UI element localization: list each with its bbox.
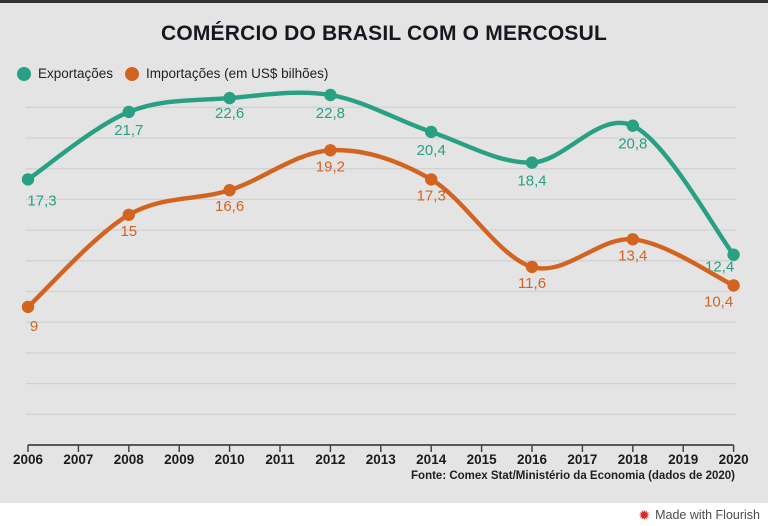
data-point-importações-2014[interactable] <box>425 173 438 186</box>
legend-item-importacoes[interactable]: Importações (em US$ bilhões) <box>125 66 328 81</box>
data-point-exportações-2010[interactable] <box>223 91 236 105</box>
data-point-importações-2020[interactable] <box>727 279 740 292</box>
x-axis-tick-label: 2007 <box>63 452 93 467</box>
flourish-starburst-icon: ✹ <box>638 506 651 523</box>
x-axis-tick-label: 2015 <box>467 452 498 467</box>
data-label-exportações-2006: 17,3 <box>27 192 56 209</box>
data-label-importações-2020: 10,4 <box>704 293 733 310</box>
data-label-exportações-2012: 22,8 <box>316 105 345 122</box>
chart-background <box>0 3 768 503</box>
x-axis-tick-label: 2018 <box>618 452 649 467</box>
x-axis-tick-label: 2011 <box>265 452 295 467</box>
data-label-exportações-2016: 18,4 <box>517 173 546 190</box>
data-label-exportações-2018: 20,8 <box>618 136 647 153</box>
data-point-importações-2016[interactable] <box>525 260 539 274</box>
legend-item-exportacoes[interactable]: Exportações <box>17 66 113 81</box>
exports-swatch-icon <box>17 66 31 81</box>
x-axis-tick-label: 2008 <box>114 452 145 467</box>
x-axis-tick-label: 2014 <box>416 452 447 467</box>
x-axis-tick-label: 2009 <box>164 452 194 467</box>
data-label-exportações-2010: 22,6 <box>215 105 244 122</box>
data-label-importações-2012: 19,2 <box>316 158 345 175</box>
data-label-exportações-2014: 20,4 <box>417 142 446 159</box>
data-label-importações-2014: 17,3 <box>417 187 446 204</box>
x-axis-tick-label: 2012 <box>315 452 345 467</box>
data-point-exportações-2020[interactable] <box>727 248 740 261</box>
x-axis-tick-label: 2017 <box>567 452 597 467</box>
x-axis-tick-label: 2016 <box>517 452 548 467</box>
data-label-importações-2008: 15 <box>120 223 137 240</box>
data-label-importações-2006: 9 <box>30 318 38 335</box>
data-point-importações-2012[interactable] <box>324 144 337 157</box>
legend-label: Exportações <box>38 66 114 81</box>
data-point-exportações-2008[interactable] <box>122 105 135 119</box>
credit-strip: ✹ Made with Flourish <box>0 503 768 526</box>
data-label-importações-2010: 16,6 <box>215 198 244 215</box>
data-point-exportações-2016[interactable] <box>525 156 539 169</box>
data-point-importações-2006[interactable] <box>21 300 35 314</box>
top-border-bar <box>0 0 768 3</box>
data-label-importações-2016: 11,6 <box>518 275 546 292</box>
data-point-exportações-2014[interactable] <box>425 125 438 139</box>
chart-title: COMÉRCIO DO BRASIL COM O MERCOSUL <box>160 22 608 45</box>
series-line-importações <box>25 147 736 310</box>
data-point-importações-2018[interactable] <box>626 233 639 246</box>
data-label-exportações-2008: 21,7 <box>114 122 143 139</box>
source-note: Fonte: Comex Stat/Ministério da Economia… <box>411 470 735 482</box>
x-axis-tick-label: 2019 <box>668 452 698 467</box>
data-label-importações-2018: 13,4 <box>618 247 647 264</box>
imports-swatch-icon <box>125 66 140 81</box>
data-point-exportações-2012[interactable] <box>324 88 337 102</box>
credit-label: Made with Flourish <box>655 507 760 522</box>
data-point-importações-2010[interactable] <box>223 184 236 197</box>
data-point-importações-2008[interactable] <box>122 208 135 221</box>
made-with-flourish-link[interactable]: ✹ Made with Flourish <box>638 508 760 522</box>
legend: Exportações Importações (em US$ bilhões) <box>17 66 328 81</box>
data-point-exportações-2006[interactable] <box>21 173 35 186</box>
data-point-exportações-2018[interactable] <box>626 119 639 132</box>
x-axis-tick-label: 2013 <box>366 452 397 467</box>
legend-label: Importações (em US$ bilhões) <box>146 66 329 81</box>
x-axis-tick-label: 2020 <box>719 452 749 467</box>
x-axis-tick-label: 2006 <box>13 452 44 467</box>
x-axis-tick-label: 2010 <box>215 452 245 467</box>
